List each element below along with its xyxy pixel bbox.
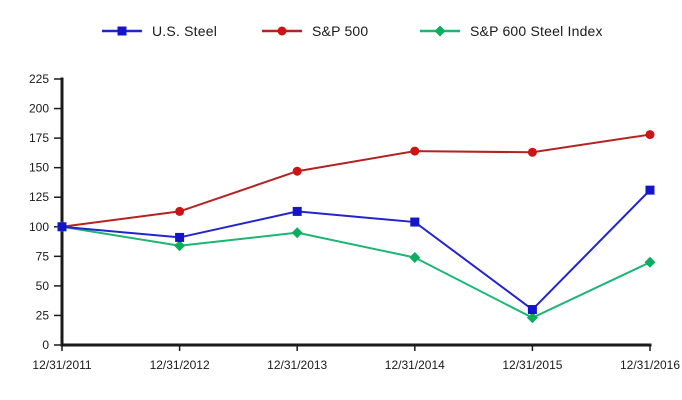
legend-label-sp600-steel-index: S&P 600 Steel Index [470,23,603,39]
marker-u-s-steel-2 [292,206,302,216]
legend-item-us-steel: U.S. Steel [102,22,217,40]
marker-s-p-500-4 [527,147,537,157]
series-line-u-s-steel [61,189,651,311]
legend-label-us-steel: U.S. Steel [152,23,218,39]
x-tick-label: 12/31/2013 [267,358,327,372]
marker-u-s-steel-4 [527,305,537,315]
legend-glyph-s-p-600-steel-index [434,25,446,37]
y-tick-label: 125 [29,190,49,204]
legend-glyph-s-p-500 [277,26,287,36]
marker-u-s-steel-1 [175,232,185,242]
y-tick-label: 200 [29,102,49,116]
chart-legend: U.S. Steel S&P 500 S&P 600 Steel Index [0,22,682,42]
marker-s-p-600-steel-index-2 [291,227,303,239]
legend-glyph-u-s-steel [117,26,127,36]
x-tick-label: 12/31/2016 [620,358,680,372]
y-tick-label: 100 [29,220,49,234]
x-tick-label: 12/31/2011 [32,358,91,372]
legend-item-sp600-steel-index: S&P 600 Steel Index [420,22,603,40]
marker-s-p-500-3 [410,146,420,156]
legend-marker-sp600-steel-index [420,25,460,37]
marker-s-p-600-steel-index-3 [409,252,421,264]
marker-u-s-steel-3 [410,217,420,227]
legend-item-sp500: S&P 500 [262,22,368,40]
y-tick-label: 150 [29,161,49,175]
marker-s-p-500-2 [292,166,302,176]
marker-s-p-500-5 [645,130,655,140]
y-tick-label: 50 [36,279,50,293]
y-tick-label: 225 [29,72,49,86]
y-tick-label: 25 [36,308,50,322]
x-tick-label: 12/31/2014 [385,358,445,372]
marker-s-p-600-steel-index-5 [644,256,656,268]
series-line-s-p-600-steel-index [61,225,651,319]
series-line-s-p-500 [61,133,651,228]
marker-s-p-500-1 [175,206,185,216]
marker-u-s-steel-5 [645,185,655,195]
y-tick-label: 0 [42,338,49,352]
y-tick-label: 175 [29,131,49,145]
legend-marker-sp500 [262,26,302,36]
legend-label-sp500: S&P 500 [312,23,369,39]
marker-s-p-600-steel-index-4 [526,312,538,324]
y-tick-label: 75 [36,249,50,263]
x-tick-label: 12/31/2015 [502,358,562,372]
marker-u-s-steel-0 [57,222,67,232]
legend-marker-us-steel [102,26,142,36]
marker-s-p-600-steel-index-1 [174,240,186,252]
x-tick-label: 12/31/2012 [150,358,210,372]
